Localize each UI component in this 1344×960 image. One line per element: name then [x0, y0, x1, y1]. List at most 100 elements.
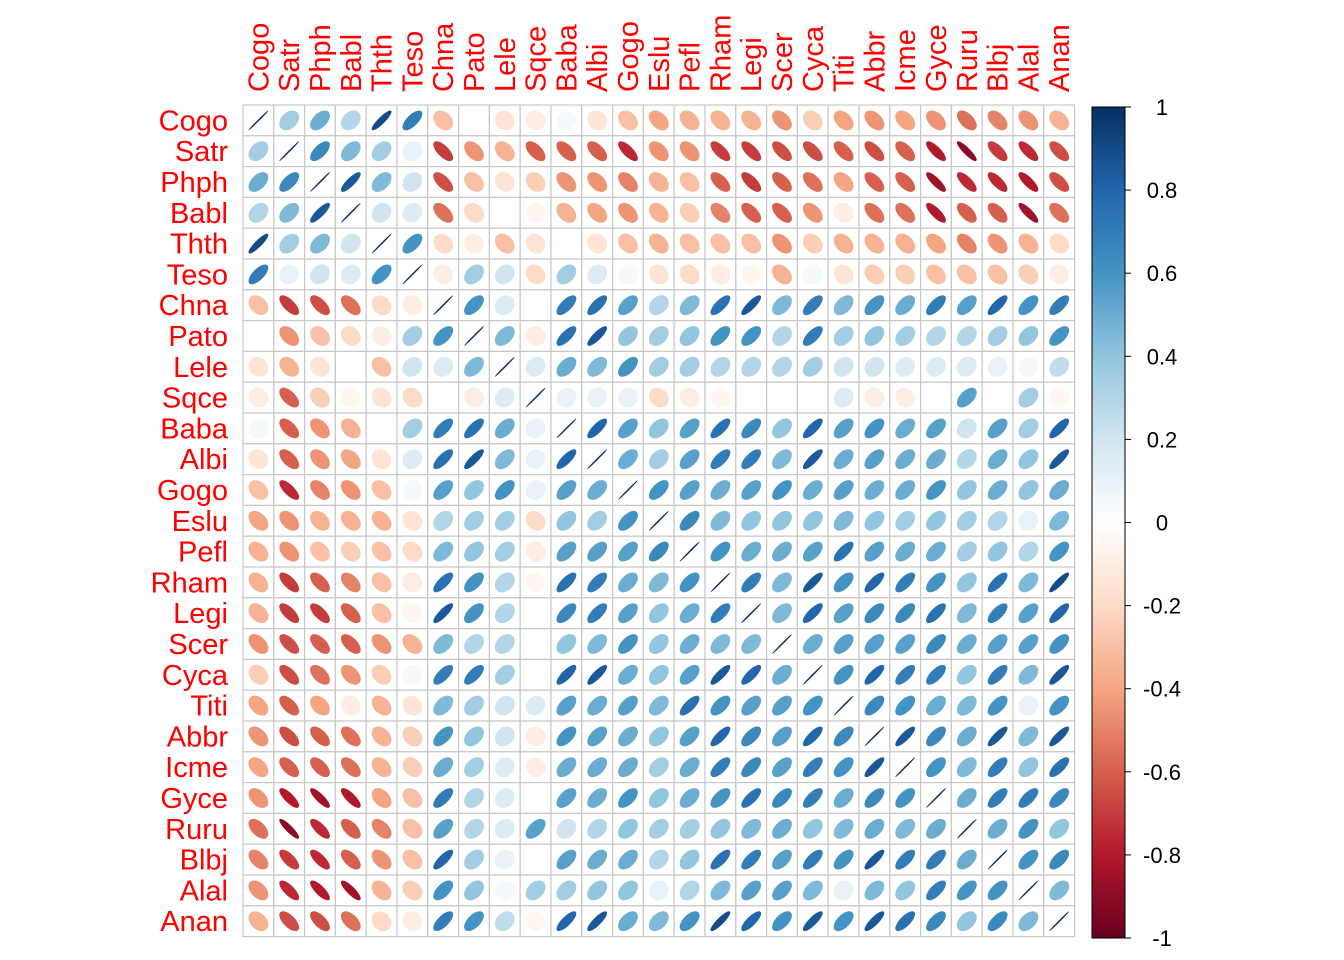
cell-Blbj-Cyca: [796, 843, 829, 876]
correlation-ellipse: [248, 818, 269, 839]
cell-Babl-Scer: [765, 196, 798, 229]
cell-Blbj-Satr: [273, 843, 306, 876]
cell-border: [550, 689, 583, 722]
correlation-ellipse: [1018, 418, 1039, 439]
correlation-ellipse: [679, 603, 700, 624]
correlation-ellipse: [279, 572, 300, 593]
cell-Pefl-Babl: [334, 535, 367, 568]
cell-Teso-Gyce: [919, 258, 952, 291]
correlation-ellipse: [679, 233, 700, 254]
correlation-ellipse: [433, 202, 454, 223]
correlation-ellipse: [710, 480, 731, 500]
cell-Thth-Pato: [458, 227, 491, 260]
correlation-ellipse: [895, 480, 916, 500]
correlation-ellipse: [648, 356, 669, 377]
correlation-ellipse: [648, 541, 669, 562]
cell-Baba-Alal: [1012, 412, 1045, 445]
cell-Cyca-Ruru: [950, 658, 983, 691]
correlation-ellipse: [987, 634, 1008, 654]
correlation-ellipse: [710, 849, 731, 870]
correlation-ellipse: [1018, 356, 1039, 377]
correlation-ellipse: [710, 387, 731, 408]
row-label: Albi: [180, 444, 228, 476]
cell-Phph-Chna: [427, 166, 460, 199]
correlation-ellipse: [772, 356, 792, 377]
correlation-ellipse: [402, 695, 423, 716]
correlation-ellipse: [464, 695, 484, 716]
cell-Rham-Babl: [334, 566, 367, 599]
cell-Icme-Cogo: [242, 751, 275, 784]
correlation-ellipse: [525, 480, 546, 500]
correlation-ellipse: [741, 449, 762, 470]
column-label: Satr: [274, 38, 306, 92]
correlation-ellipse: [1018, 449, 1039, 470]
cell-Anan-Chna: [427, 905, 460, 938]
correlation-ellipse: [556, 449, 577, 470]
correlation-ellipse: [956, 541, 977, 562]
cell-Teso-Rham: [704, 258, 737, 291]
cell-Rham-Baba: [550, 566, 583, 599]
cell-Pefl-Abbr: [858, 535, 891, 568]
correlation-ellipse: [679, 572, 700, 593]
cell-Babl-Eslu: [642, 196, 675, 229]
cell-Eslu-Teso: [396, 504, 429, 537]
correlation-ellipse: [710, 295, 731, 316]
correlation-ellipse: [248, 110, 269, 131]
cell-Gyce-Sqce: [519, 781, 552, 814]
cell-Cyca-Babl: [334, 658, 367, 691]
correlation-ellipse: [864, 356, 885, 377]
cell-Chna-Eslu: [642, 289, 675, 322]
correlation-ellipse: [1018, 911, 1039, 932]
cell-Eslu-Pefl: [673, 504, 706, 537]
cell-Scer-Pato: [458, 627, 491, 660]
cell-border: [765, 566, 798, 599]
cell-Gyce-Babl: [334, 781, 367, 814]
correlation-ellipse: [1049, 757, 1070, 778]
correlation-ellipse: [772, 449, 792, 470]
cell-Pefl-Phph: [304, 535, 337, 568]
column-label: Alal: [1013, 44, 1045, 92]
cell-Scer-Cyca: [796, 627, 829, 660]
cell-Pato-Albi: [581, 320, 614, 353]
correlation-ellipse: [864, 911, 885, 932]
cell-Cyca-Satr: [273, 658, 306, 691]
cell-Anan-Pato: [458, 905, 491, 938]
row-label: Eslu: [172, 506, 228, 538]
cell-Anan-Gyce: [919, 905, 952, 938]
correlation-ellipse: [433, 664, 454, 685]
correlation-ellipse: [464, 233, 484, 254]
cell-Lele-Baba: [550, 350, 583, 383]
cell-Babl-Gyce: [919, 196, 952, 229]
cell-Abbr-Sqce: [519, 720, 552, 753]
correlation-ellipse: [864, 726, 885, 747]
cell-Abbr-Alal: [1012, 720, 1045, 753]
cell-Blbj-Phph: [304, 843, 337, 876]
correlation-ellipse: [710, 326, 731, 346]
cell-Teso-Gogo: [611, 258, 644, 291]
cell-Sqce-Alal: [1012, 381, 1045, 414]
correlation-ellipse: [525, 510, 546, 531]
cell-Pefl-Eslu: [642, 535, 675, 568]
correlation-ellipse: [833, 418, 854, 439]
cell-Phph-Titi: [827, 166, 860, 199]
cell-Sqce-Anan: [1043, 381, 1076, 414]
correlation-ellipse: [987, 757, 1008, 778]
row-label: Anan: [160, 906, 228, 938]
cell-Cyca-Lele: [488, 658, 521, 691]
row-label: Titi: [190, 691, 228, 723]
correlation-ellipse: [710, 603, 731, 624]
column-label: Ruru: [952, 29, 984, 92]
cell-Eslu-Thth: [365, 504, 398, 537]
cell-Cogo-Scer: [765, 104, 798, 137]
cell-Blbj-Thth: [365, 843, 398, 876]
correlation-ellipse: [556, 110, 577, 131]
correlation-ellipse: [741, 202, 762, 223]
cell-Legi-Alal: [1012, 597, 1045, 630]
cell-Cyca-Thth: [365, 658, 398, 691]
cell-Rham-Pefl: [673, 566, 706, 599]
cell-Teso-Albi: [581, 258, 614, 291]
correlation-ellipse: [926, 387, 946, 408]
cell-Pato-Satr: [273, 320, 306, 353]
correlation-ellipse: [556, 141, 577, 162]
cell-Ruru-Sqce: [519, 812, 552, 845]
